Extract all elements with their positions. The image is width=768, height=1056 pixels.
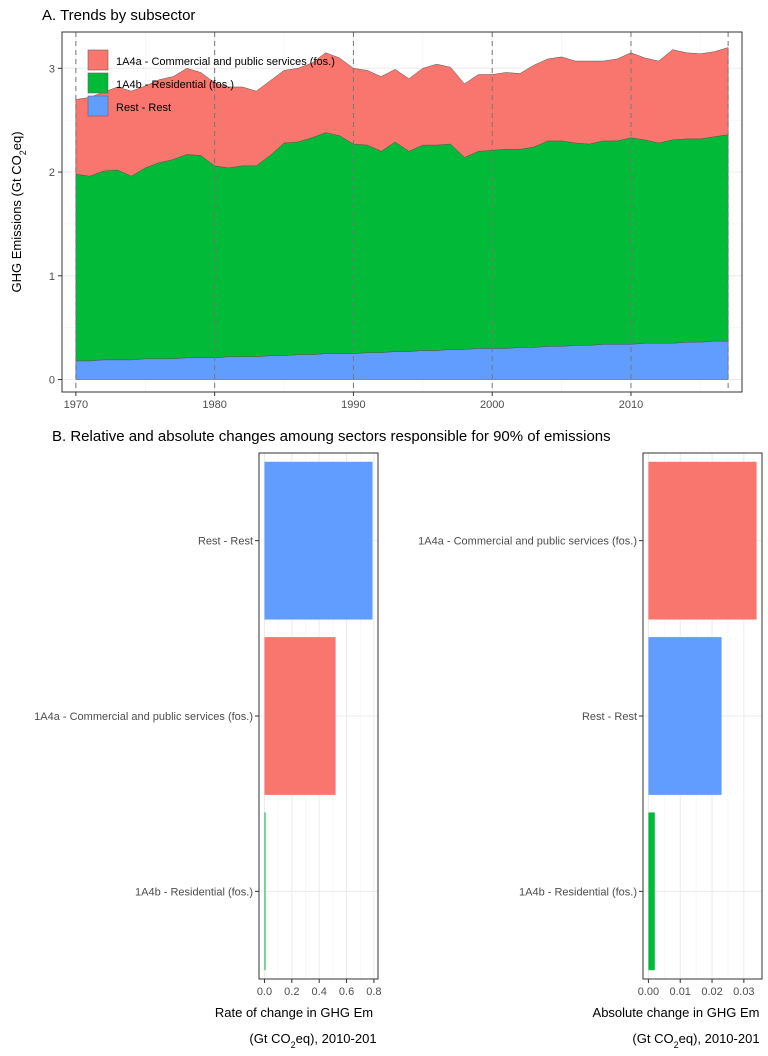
legend-label-rest: Rest - Rest [116,102,171,114]
panel-b-title: B. Relative and absolute changes amoung … [52,428,611,445]
x-tick-label: 2010 [619,399,643,411]
panel-b-left-x-tick-label: 0.0 [257,986,272,998]
panel-a-legend: 1A4a - Commercial and public services (f… [87,49,335,117]
panel-a-y-axis-label: GHG Emissions (Gt CO2eq) [9,131,28,292]
panel-b-right-bar-1a4a-commercial-and-public-services-fos [648,461,757,620]
panel-b-right-x-tick-label: 0.03 [733,986,754,998]
panel-b-left-bar-1a4a-commercial-and-public-services-fos [264,637,336,795]
x-tick-label: 1990 [341,399,365,411]
legend-label-commercial: 1A4a - Commercial and public services (f… [116,56,335,68]
panel-b-left-x-label-line2: (Gt CO2eq), 2010-201 [249,1031,376,1050]
panel-a-ticks: 0 1 2 3 1970 1980 1990 2000 2010 [49,63,643,411]
panel-a-areas [75,47,729,380]
x-tick-label: 2000 [480,399,504,411]
panel-b-right-x-label-line1: Absolute change in GHG Em [593,1005,760,1020]
panel-b-left-x-tick-label: 0.2 [284,986,299,998]
panel-b-left-x-tick-label: 0.8 [366,986,381,998]
panel-b-right-x-tick-label: 0.02 [701,986,722,998]
panel-b-left-category-label: 1A4b - Residential (fos.) [135,886,253,898]
panel-b-right-category-label: Rest - Rest [582,711,637,723]
panel-b-right-bar-1a4b-residential-fos [648,812,655,971]
y-tick-label: 0 [49,375,55,387]
panel-b-left-bars [264,461,373,971]
panel-b-left-bar-1a4b-residential-fos [264,812,266,971]
area-1a4b-residential-fos [75,132,729,362]
panel-b-left-category-label: 1A4a - Commercial and public services (f… [34,711,253,723]
panel-b-right-ticks: 1A4a - Commercial and public services (f… [418,536,754,998]
panel-a-reference-lines [75,32,729,392]
panel-b-right-bar-rest-rest [648,637,722,795]
legend-key-residential [87,72,109,94]
panel-b-left-x-tick-label: 0.6 [339,986,354,998]
panel-a-title: A. Trends by subsector [42,7,195,24]
panel-b-right-x-label-line2: (Gt CO2eq), 2010-201 [632,1031,759,1050]
panel-a-border [61,31,743,393]
y-tick-label: 1 [49,271,55,283]
panel-b-left-bar-rest-rest [264,461,373,620]
y-tick-label: 3 [49,63,55,75]
panel-b-left-x-tick-label: 0.4 [312,986,327,998]
x-tick-label: 1970 [64,399,88,411]
y-tick-label: 2 [49,167,55,179]
panel-b-right-x-tick-label: 0.01 [670,986,691,998]
panel-b-left-category-label: Rest - Rest [198,536,253,548]
panel-b-right-x-tick-label: 0.00 [638,986,659,998]
panel-b-left-ticks: Rest - Rest 1A4a - Commercial and public … [34,536,381,998]
legend-label-residential: 1A4b - Residential (fos.) [116,79,234,91]
x-tick-label: 1980 [202,399,226,411]
panel-b-left-x-label-line1: Rate of change in GHG Em [215,1005,373,1020]
legend-key-commercial [87,49,109,71]
panel-b-right-bars [648,461,757,971]
panel-b-right-category-label: 1A4a - Commercial and public services (f… [418,536,637,548]
legend-key-rest [87,95,109,117]
panel-b-right-category-label: 1A4b - Residential (fos.) [519,886,637,898]
